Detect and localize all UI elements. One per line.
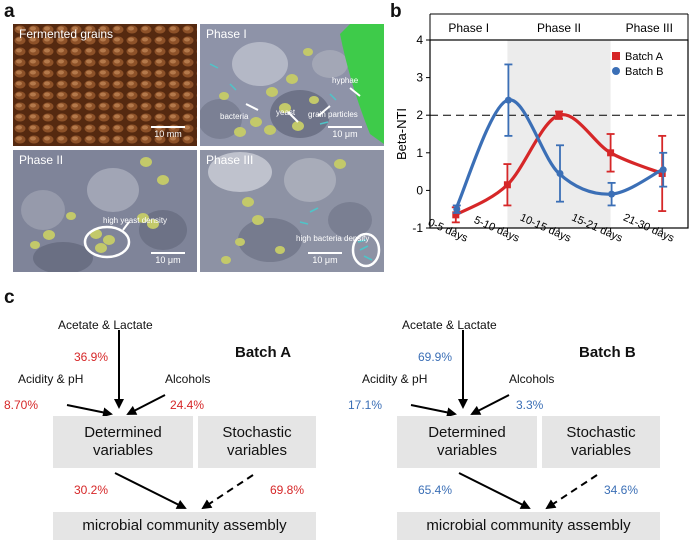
- batch-b-point: [504, 96, 512, 104]
- batch-a-point: [452, 211, 460, 219]
- legend-label-batch-b: Batch B: [625, 66, 664, 78]
- y-tick-label: 1: [416, 146, 423, 160]
- batch-a-determined-pct: 30.2%: [74, 483, 109, 497]
- batch-b-acidity-label: Acidity & pH: [362, 372, 428, 386]
- phase-3-sem-image: Phase III high bacteria density 10 μm: [200, 150, 384, 272]
- y-tick-label: 3: [416, 71, 423, 85]
- batch-b-line: [454, 98, 663, 210]
- scale-bar-phase-1: 10 μm: [328, 126, 362, 139]
- batch-b-stochastic-pct: 34.6%: [604, 483, 639, 497]
- batch-b-point: [556, 169, 564, 177]
- scale-bar-phase-3: 10 μm: [308, 252, 342, 265]
- annotation-grain-particles: grain particles: [308, 110, 358, 119]
- batch-a-point: [607, 149, 615, 157]
- batch-b-point: [453, 205, 461, 213]
- phase-2-shade: [507, 40, 611, 228]
- annotation-yeast: yeast: [276, 108, 296, 117]
- batch-b-acetate-pct: 69.9%: [418, 350, 453, 364]
- batch-a-determined-box: Determined variables: [53, 416, 193, 468]
- batch-a-point: [658, 169, 666, 177]
- scale-label: 10 μm: [155, 255, 181, 265]
- panel-label-c: c: [4, 287, 15, 308]
- phase-label: Phase III: [626, 21, 673, 35]
- batch-b-point: [608, 190, 616, 198]
- tile-title-phase-3: Phase III: [206, 153, 254, 167]
- batch-a-stochastic-pct: 69.8%: [270, 483, 305, 497]
- tile-title-phase-2: Phase II: [19, 153, 64, 167]
- annotation-high-yeast-density: high yeast density: [103, 216, 168, 225]
- tile-title-phase-1: Phase I: [206, 27, 247, 41]
- batch-b-alcohols-pct: 3.3%: [516, 398, 544, 412]
- batch-b-stochastic-box: Stochastic variables: [542, 416, 660, 468]
- x-tick-label: 0-5 days: [426, 217, 470, 245]
- annotation-hyphae: hyphae: [332, 76, 359, 85]
- batch-a-alcohols-pct: 24.4%: [170, 398, 205, 412]
- batch-b-acetate-label: Acetate & Lactate: [402, 318, 497, 332]
- panel-label-a: a: [4, 1, 15, 22]
- y-tick-label: 4: [416, 33, 423, 47]
- batch-a-stochastic-box: Stochastic variables: [198, 416, 316, 468]
- tile-title-fermented-grains: Fermented grains: [19, 27, 114, 41]
- batch-a-point: [555, 111, 563, 119]
- batch-b-title: Batch B: [579, 344, 636, 361]
- phase-label: Phase I: [448, 21, 489, 35]
- legend-label-batch-a: Batch A: [625, 51, 664, 63]
- y-tick-label: -1: [412, 221, 423, 235]
- batch-b-determined-pct: 65.4%: [418, 483, 453, 497]
- scale-label: 10 μm: [312, 255, 338, 265]
- batch-a-acetate-pct: 36.9%: [74, 350, 109, 364]
- scale-bar-fermented: 10 mm: [151, 126, 185, 139]
- batch-a-alcohols-label: Alcohols: [165, 372, 211, 386]
- y-axis-label: Beta-NTI: [394, 108, 409, 160]
- scale-label: 10 mm: [154, 129, 182, 139]
- batch-b-assembly-box: microbial community assembly: [397, 512, 660, 540]
- phase-label: Phase II: [537, 21, 581, 35]
- scale-bar-phase-2: 10 μm: [151, 252, 185, 265]
- annotation-high-bacteria-density: high bacteria density: [296, 234, 370, 243]
- batch-a-title: Batch A: [235, 344, 292, 361]
- batch-b-determined-box: Determined variables: [397, 416, 537, 468]
- y-tick-label: 0: [416, 183, 423, 197]
- fermented-grains-image: Fermented grains 10 mm: [13, 24, 197, 146]
- legend-marker-batch-a: [612, 52, 620, 60]
- legend-marker-batch-b: [612, 67, 620, 75]
- batch-a-acidity-pct: 8.70%: [4, 398, 39, 412]
- batch-b-acidity-pct: 17.1%: [348, 398, 383, 412]
- y-tick-label: 2: [416, 108, 423, 122]
- batch-b-point: [659, 166, 667, 174]
- panel-label-b: b: [390, 1, 402, 22]
- batch-a-point: [503, 181, 511, 189]
- batch-a-assembly-box: microbial community assembly: [53, 512, 316, 540]
- batch-a-acetate-label: Acetate & Lactate: [58, 318, 153, 332]
- annotation-bacteria: bacteria: [220, 112, 249, 121]
- phase-2-sem-image: Phase II high yeast density 10 μm: [13, 150, 197, 272]
- phase-1-sem-image: Phase I bacteria yeast grain particles h…: [200, 24, 384, 146]
- batch-b-alcohols-label: Alcohols: [509, 372, 555, 386]
- batch-a-acidity-label: Acidity & pH: [18, 372, 84, 386]
- scale-label: 10 μm: [332, 129, 358, 139]
